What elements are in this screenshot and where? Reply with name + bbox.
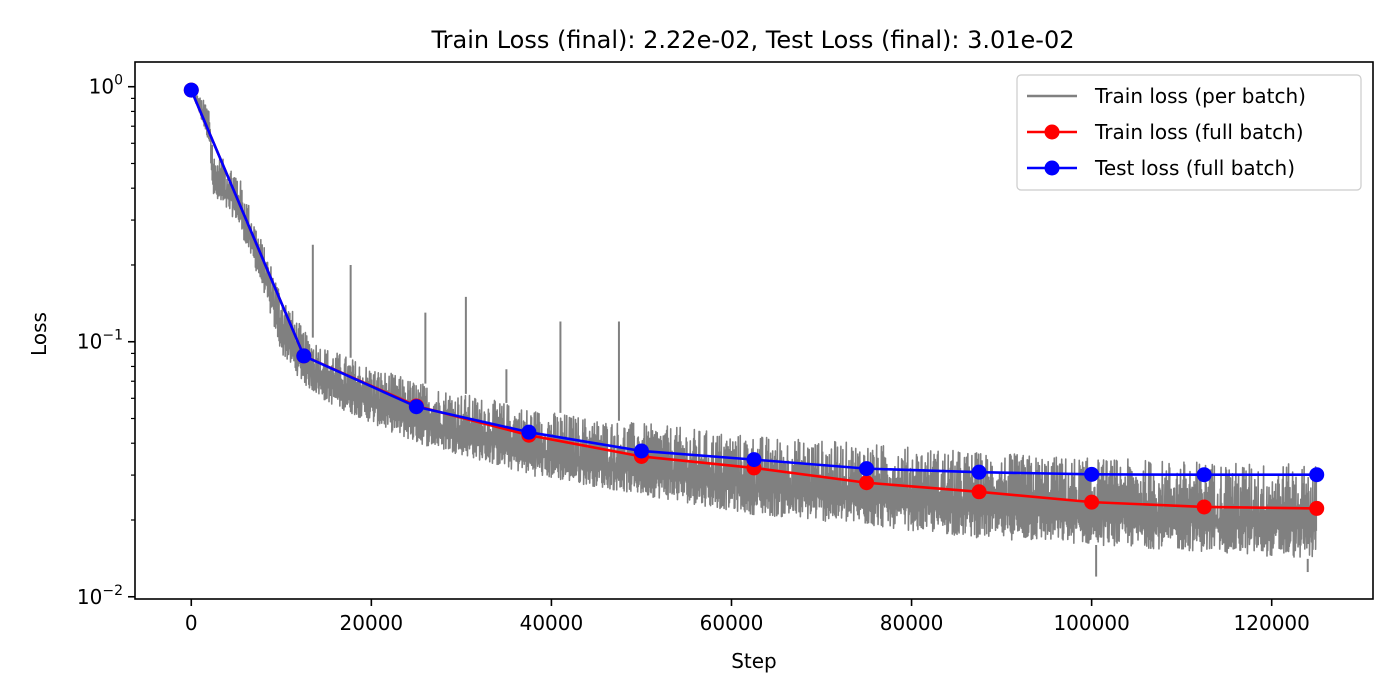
per-batch-loss-trace (190, 89, 1318, 558)
y-tick-label-exponent: −1 (102, 328, 123, 344)
legend-item-train-full-batch: Train loss (full batch) (1027, 120, 1304, 144)
x-axis-label: Step (731, 649, 777, 673)
test-loss-full-batch-point (1084, 466, 1100, 482)
axes: 0 20000 40000 60000 80000 100000 12000010010−1… (77, 61, 1374, 635)
x-tick-label: 60000 (700, 611, 764, 635)
y-tick-label-base: 10 (77, 585, 102, 609)
y-axis-label: Loss (27, 312, 51, 356)
test-loss-full-batch-point (1309, 467, 1325, 483)
x-tick-label: 80000 (880, 611, 944, 635)
legend-label: Train loss (per batch) (1094, 84, 1306, 108)
test-loss-full-batch-point (296, 348, 312, 364)
legend-item-train-per-batch: Train loss (per batch) (1027, 84, 1306, 108)
plot-clip-group (183, 82, 1325, 577)
legend: Train loss (per batch) Train loss (full b… (1016, 74, 1362, 191)
legend-label: Test loss (full batch) (1094, 156, 1295, 180)
y-tick-label: 100 (89, 73, 123, 99)
y-tick-label-exponent: −2 (102, 583, 123, 599)
x-tick-label: 40000 (520, 611, 584, 635)
series-train-loss-per-batch (190, 89, 1318, 577)
train-loss-full-batch-point (1196, 499, 1212, 515)
test-loss-full-batch-point (746, 452, 762, 468)
x-tick-label: 100000 (1053, 611, 1129, 635)
train-loss-full-batch-point (1084, 494, 1100, 510)
y-tick-label-base: 10 (77, 330, 102, 354)
y-tick-label: 10−1 (77, 328, 123, 354)
x-tick-label: 20000 (340, 611, 404, 635)
x-tick-label: 120000 (1234, 611, 1310, 635)
test-loss-full-batch-point (408, 399, 424, 415)
legend-item-test-full-batch: Test loss (full batch) (1027, 156, 1295, 180)
test-loss-full-batch-point (859, 461, 875, 477)
train-loss-full-batch-point (971, 484, 987, 500)
legend-swatch-marker (1044, 160, 1060, 176)
y-tick-label-base: 10 (89, 75, 114, 99)
test-loss-full-batch-point (1196, 467, 1212, 483)
series-test-loss-full-batch (183, 82, 1325, 483)
y-tick-label-exponent: 0 (114, 73, 123, 89)
train-loss-full-batch-point (859, 475, 875, 491)
chart-title: Train Loss (final): 2.22e-02, Test Loss … (431, 26, 1075, 54)
test-loss-full-batch-point (971, 464, 987, 480)
train-loss-full-batch-point (1309, 500, 1325, 516)
x-tick-label: 0 (185, 611, 198, 635)
axes-frame (134, 61, 1374, 600)
legend-label: Train loss (full batch) (1094, 120, 1304, 144)
test-loss-full-batch-point (521, 424, 537, 440)
test-loss-full-batch-point (633, 443, 649, 459)
legend-box (1016, 74, 1362, 191)
plot-area (183, 82, 1325, 577)
y-tick-label: 10−2 (77, 583, 123, 609)
test-loss-full-batch-point (183, 82, 199, 98)
legend-swatch-marker (1044, 124, 1060, 140)
